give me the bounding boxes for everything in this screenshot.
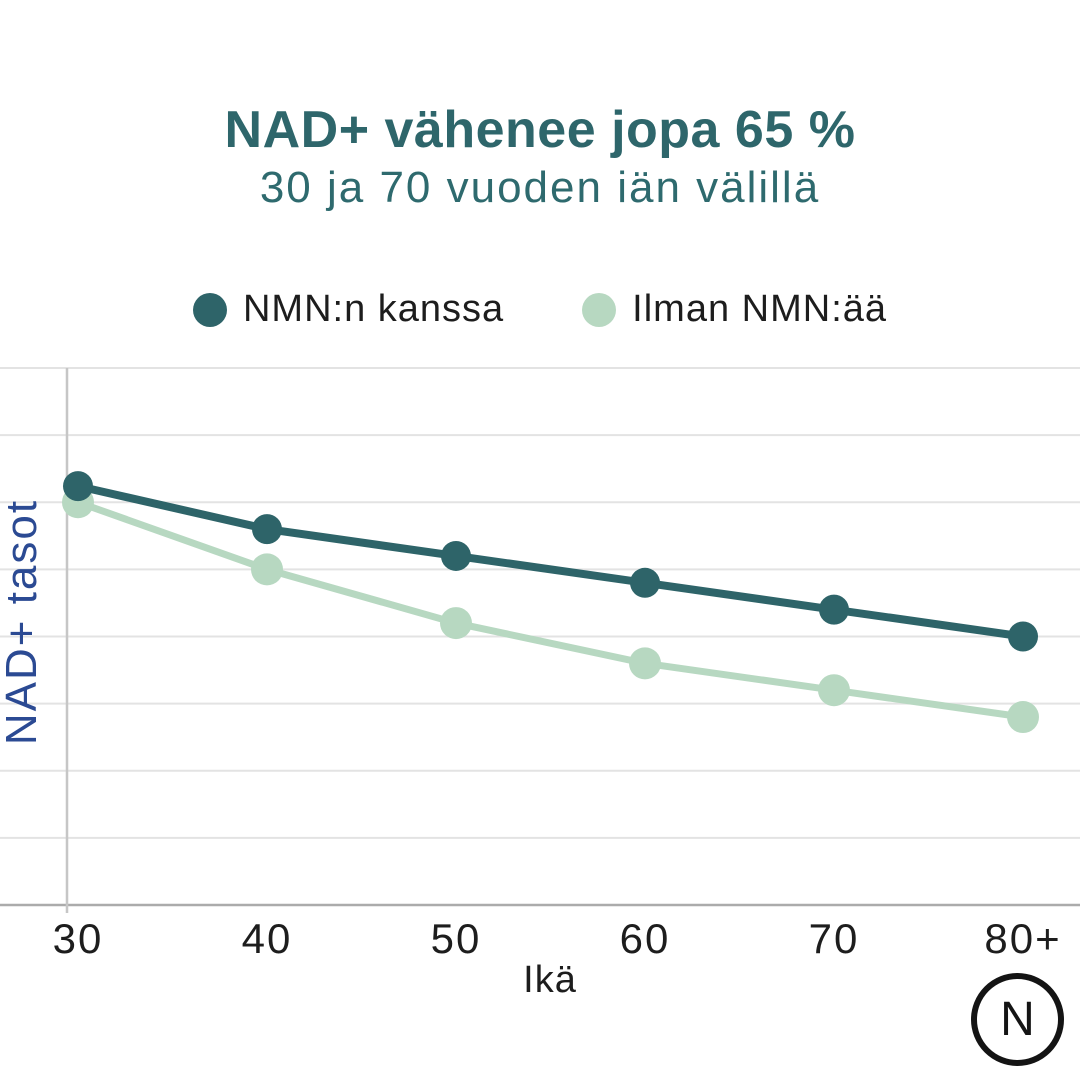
data-point bbox=[818, 674, 850, 707]
page-subtitle: 30 ja 70 vuoden iän välillä bbox=[259, 163, 821, 212]
data-point bbox=[440, 607, 472, 640]
x-tick-label: 80+ bbox=[984, 915, 1061, 962]
x-tick-label: 30 bbox=[53, 915, 104, 962]
data-point bbox=[630, 567, 660, 598]
data-point bbox=[1008, 621, 1038, 652]
legend-item-without-nmn: Ilman NMN:ää bbox=[582, 288, 887, 331]
brand-logo: N bbox=[971, 973, 1064, 1066]
data-point bbox=[252, 514, 282, 545]
legend-dot-icon bbox=[192, 292, 227, 327]
page-title: NAD+ vähenee jopa 65 % bbox=[224, 101, 856, 159]
data-point bbox=[819, 594, 849, 625]
data-point bbox=[63, 471, 93, 502]
legend-item-with-nmn: NMN:n kanssa bbox=[192, 288, 505, 331]
series-line bbox=[74, 498, 1027, 721]
chart-legend: NMN:n kanssa Ilman NMN:ää bbox=[0, 288, 1080, 331]
legend-dot-icon bbox=[582, 292, 617, 327]
legend-label-without-nmn: Ilman NMN:ää bbox=[632, 288, 888, 330]
x-tick-label: 60 bbox=[620, 915, 671, 962]
data-point bbox=[1007, 701, 1039, 734]
x-axis-label: Ikä bbox=[523, 959, 577, 1001]
x-tick-label: 70 bbox=[809, 915, 860, 962]
data-point bbox=[629, 647, 661, 680]
y-axis-label: NAD+ tasot bbox=[0, 499, 46, 745]
x-tick-label: 40 bbox=[242, 915, 293, 962]
x-tick-label: 50 bbox=[431, 915, 482, 962]
series-line bbox=[74, 482, 1027, 641]
data-point bbox=[441, 540, 471, 571]
data-point bbox=[251, 553, 283, 586]
logo-letter: N bbox=[1000, 992, 1035, 1046]
legend-label-with-nmn: NMN:n kanssa bbox=[242, 288, 505, 330]
